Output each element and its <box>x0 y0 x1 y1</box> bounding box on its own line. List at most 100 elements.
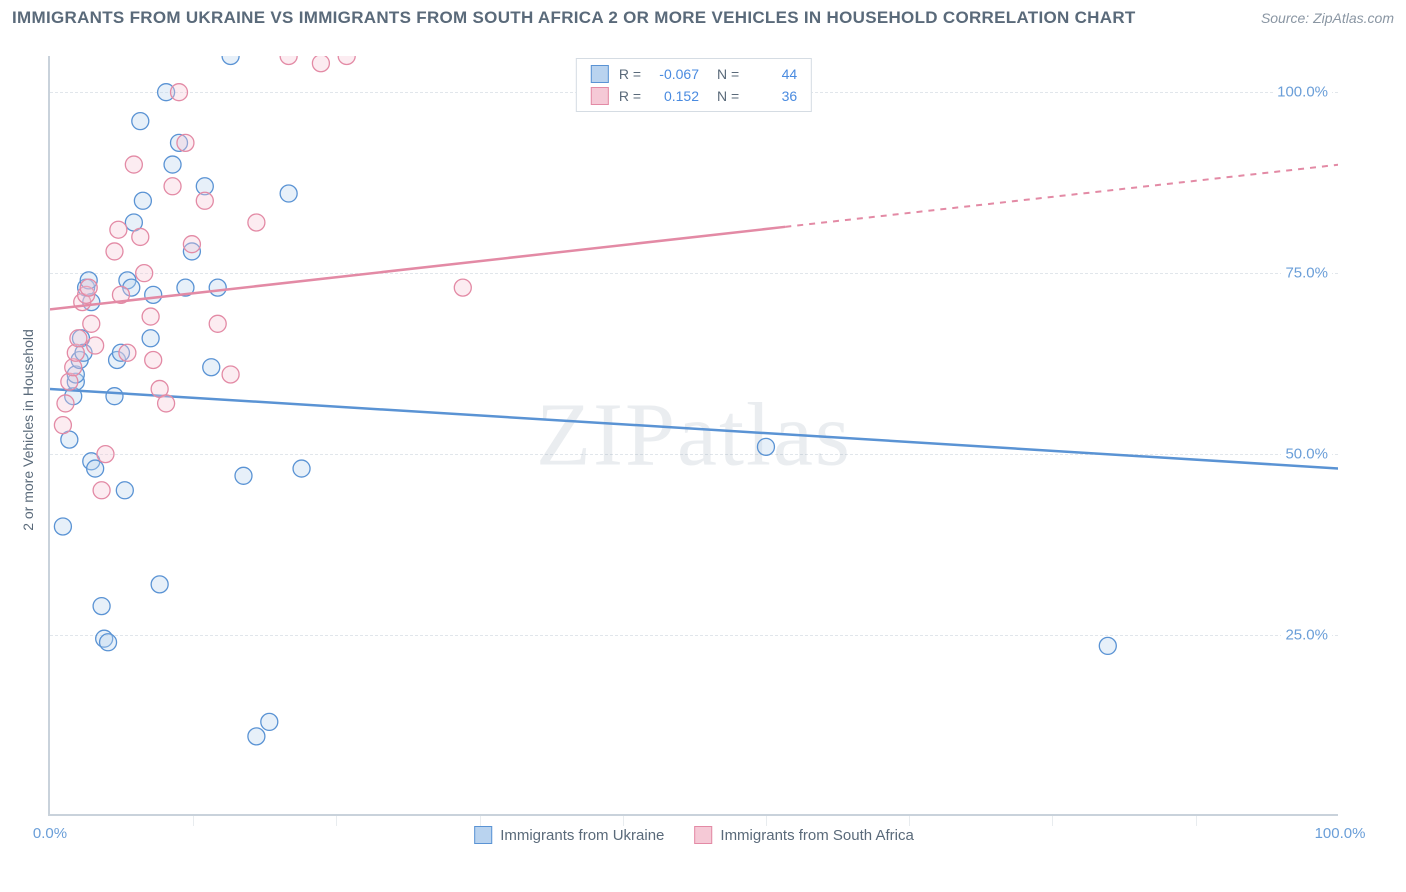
data-point <box>70 330 87 347</box>
data-point <box>96 630 113 647</box>
watermark: ZIPatlas <box>536 384 852 487</box>
legend-item: Immigrants from South Africa <box>694 826 913 844</box>
data-point <box>87 460 104 477</box>
r-label: R = <box>619 66 641 82</box>
data-point <box>80 279 97 296</box>
data-point <box>67 366 84 383</box>
data-point <box>57 395 74 412</box>
data-point <box>112 286 129 303</box>
data-point <box>280 56 297 65</box>
data-point <box>222 56 239 65</box>
legend-swatch <box>591 65 609 83</box>
trend-line <box>50 227 785 310</box>
n-value: 44 <box>749 66 797 82</box>
legend-row: R = -0.067 N = 44 <box>591 63 797 85</box>
data-point <box>54 417 71 434</box>
legend-row: R = 0.152 N = 36 <box>591 85 797 107</box>
data-point <box>109 352 126 369</box>
trend-line-extrapolated <box>785 165 1338 227</box>
data-point <box>164 178 181 195</box>
data-point <box>119 344 136 361</box>
gridline <box>50 454 1338 455</box>
y-tick-label: 75.0% <box>1281 265 1332 282</box>
data-point <box>65 359 82 376</box>
gridline <box>50 273 1338 274</box>
data-point <box>78 286 95 303</box>
data-point <box>67 373 84 390</box>
x-tick <box>336 816 337 826</box>
data-point <box>454 279 471 296</box>
data-point <box>75 344 92 361</box>
x-tick <box>623 816 624 826</box>
data-point <box>209 315 226 332</box>
data-point <box>171 134 188 151</box>
x-tick <box>766 816 767 826</box>
r-value: -0.067 <box>651 66 699 82</box>
data-point <box>83 294 100 311</box>
data-point <box>61 431 78 448</box>
data-point <box>83 315 100 332</box>
data-point <box>164 156 181 173</box>
data-point <box>209 279 226 296</box>
data-point <box>142 330 159 347</box>
data-point <box>74 294 91 311</box>
data-point <box>65 388 82 405</box>
data-point <box>54 518 71 535</box>
y-tick-label: 50.0% <box>1281 446 1332 463</box>
data-point <box>119 272 136 289</box>
data-point <box>183 236 200 253</box>
n-value: 36 <box>749 88 797 104</box>
r-value: 0.152 <box>651 88 699 104</box>
data-point <box>93 482 110 499</box>
n-label: N = <box>717 66 739 82</box>
data-point <box>87 337 104 354</box>
data-point <box>67 344 84 361</box>
data-point <box>177 134 194 151</box>
x-tick <box>480 816 481 826</box>
y-axis-label: 2 or more Vehicles in Household <box>20 329 36 531</box>
series-legend: Immigrants from Ukraine Immigrants from S… <box>474 826 914 844</box>
data-point <box>196 192 213 209</box>
data-point <box>248 214 265 231</box>
x-tick-label: 100.0% <box>1315 825 1366 842</box>
y-tick-label: 25.0% <box>1281 627 1332 644</box>
data-point <box>142 308 159 325</box>
legend-swatch <box>694 826 712 844</box>
chart-svg <box>50 56 1338 814</box>
n-label: N = <box>717 88 739 104</box>
data-point <box>71 352 88 369</box>
data-point <box>338 56 355 65</box>
data-point <box>80 272 97 289</box>
plot-area: ZIPatlas R =-0.067N =44R =0.152N =36 Imm… <box>48 56 1338 816</box>
data-point <box>112 344 129 361</box>
data-point <box>83 453 100 470</box>
data-point <box>183 243 200 260</box>
data-point <box>61 373 78 390</box>
chart-title: IMMIGRANTS FROM UKRAINE VS IMMIGRANTS FR… <box>12 8 1136 28</box>
x-tick <box>909 816 910 826</box>
data-point <box>106 243 123 260</box>
legend-swatch <box>591 87 609 105</box>
trend-line <box>50 389 1338 469</box>
data-point <box>312 56 329 72</box>
data-point <box>78 279 95 296</box>
data-point <box>261 713 278 730</box>
x-tick-label: 0.0% <box>33 825 67 842</box>
data-point <box>100 634 117 651</box>
data-point <box>222 366 239 383</box>
x-tick <box>1196 816 1197 826</box>
data-point <box>158 395 175 412</box>
data-point <box>203 359 220 376</box>
source-label: Source: ZipAtlas.com <box>1261 10 1394 26</box>
legend-label: Immigrants from Ukraine <box>500 827 664 844</box>
r-label: R = <box>619 88 641 104</box>
data-point <box>280 185 297 202</box>
data-point <box>125 156 142 173</box>
chart-header: IMMIGRANTS FROM UKRAINE VS IMMIGRANTS FR… <box>12 8 1394 28</box>
data-point <box>151 576 168 593</box>
data-point <box>106 388 123 405</box>
data-point <box>293 460 310 477</box>
data-point <box>145 286 162 303</box>
data-point <box>132 228 149 245</box>
data-point <box>134 192 151 209</box>
